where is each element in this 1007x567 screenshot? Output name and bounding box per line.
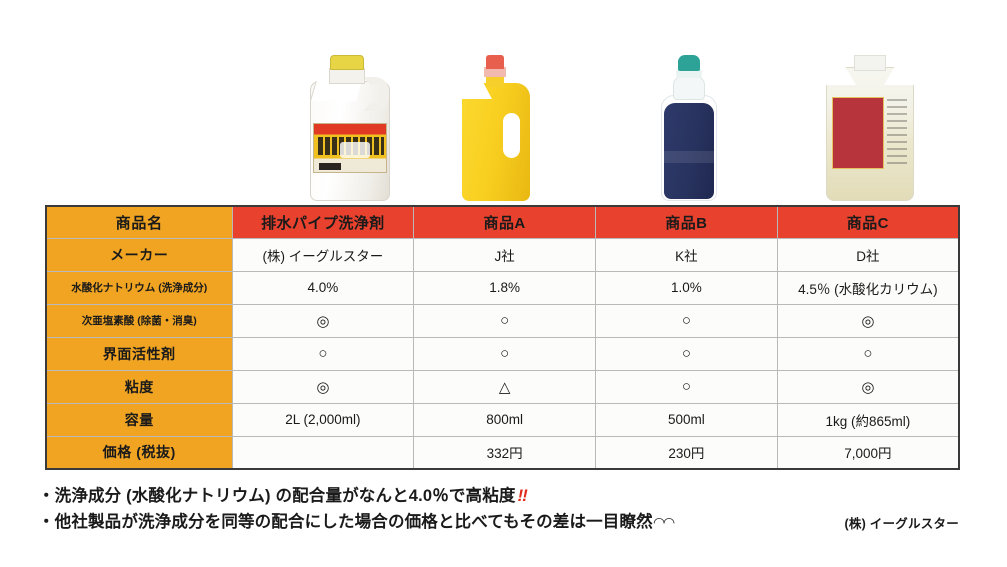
footnote-line-2-text: ・他社製品が洗浄成分を同等の配合にした場合の価格と比べてもその差は一目瞭然 [38,512,653,531]
cell-viscosity-1: △ [413,369,596,404]
table-row: 水酸化ナトリウム (洗浄成分) 4.0% 1.8% 1.0% 4.5％ (水酸化… [45,270,960,305]
table-row: 価格 (税抜) 332円 230円 7,000円 [45,435,960,470]
footnote-line-2: ・他社製品が洗浄成分を同等の配合にした場合の価格と比べてもその差は一目瞭然◠◠ [38,510,798,536]
cell-hypochlorous-acid-2: ○ [595,303,778,338]
header-product-3: 商品C [776,205,960,239]
row-label-surfactant: 界面活性剤 [45,336,233,371]
table-row: 次亜塩素酸 (除菌・消臭) ◎ ○ ○ ◎ [45,303,960,338]
cell-sodium-hydroxide-1: 1.8% [413,270,596,305]
cell-price-3: 7,000円 [776,435,960,470]
cell-maker-2: K社 [595,237,778,272]
cell-surfactant-3: ○ [776,336,960,371]
row-label-volume: 容量 [45,402,233,437]
clear-bottle-red-label-icon [815,55,925,201]
table-row: 界面活性剤 ○ ○ ○ ○ [45,336,960,371]
cell-price-2: 230円 [595,435,778,470]
eyes-icon: ◠◠ [653,513,675,530]
header-product-0: 排水パイプ洗浄剤 [231,205,415,239]
cell-maker-1: J社 [413,237,596,272]
product-photo-0: 排水パイプ洗浄剤 [306,55,394,205]
row-label-hypochlorous-acid: 次亜塩素酸 (除菌・消臭) [45,303,233,338]
cell-maker-3: D社 [776,237,960,272]
header-product-1: 商品A [413,205,596,239]
cell-sodium-hydroxide-3: 4.5％ (水酸化カリウム) [776,270,960,305]
cell-price-1: 332円 [413,435,596,470]
cell-maker-0: (株) イーグルスター [231,237,415,272]
navy-bottle-teal-cap-icon [660,55,718,201]
footnote-line-1: ・洗浄成分 (水酸化ナトリウム) の配合量がなんと4.0％で高粘度 ‼ [38,483,798,510]
white-jug-yellow-cap-icon [306,55,394,201]
row-label-viscosity: 粘度 [45,369,233,404]
cell-viscosity-2: ○ [595,369,778,404]
table-row: 容量 2L (2,000ml) 800ml 500ml 1kg (約865ml) [45,402,960,437]
row-label-price: 価格 (税抜) [45,435,233,470]
company-signature: (株) イーグルスター [844,517,959,531]
cell-hypochlorous-acid-1: ○ [413,303,596,338]
row-label-sodium-hydroxide: 水酸化ナトリウム (洗浄成分) [45,270,233,305]
header-product-2: 商品B [595,205,778,239]
product-photo-3: 商品C [815,55,925,205]
cell-viscosity-0: ◎ [231,369,415,404]
product-photo-2: 商品B [660,55,718,205]
product-photo-1: 商品A [453,55,530,205]
cell-hypochlorous-acid-3: ◎ [776,303,960,338]
table-row: メーカー (株) イーグルスター J社 K社 D社 [45,237,960,272]
double-exclamation-icon: ‼ [517,486,528,505]
cell-sodium-hydroxide-2: 1.0% [595,270,778,305]
cell-viscosity-3: ◎ [776,369,960,404]
cell-sodium-hydroxide-0: 4.0% [231,270,415,305]
header-corner-label: 商品名 [45,205,233,239]
cell-surfactant-0: ○ [231,336,415,371]
footnote-line-1-text: ・洗浄成分 (水酸化ナトリウム) の配合量がなんと4.0％で高粘度 [38,487,516,505]
cell-volume-3: 1kg (約865ml) [776,402,960,437]
cell-surfactant-2: ○ [595,336,778,371]
cell-volume-0: 2L (2,000ml) [231,402,415,437]
cell-price-0 [231,435,415,470]
table-row: 粘度 ◎ △ ○ ◎ [45,369,960,404]
yellow-bottle-red-cap-icon [453,55,530,201]
cell-surfactant-1: ○ [413,336,596,371]
footnotes: ・洗浄成分 (水酸化ナトリウム) の配合量がなんと4.0％で高粘度 ‼ ・他社製品… [38,483,798,535]
cell-volume-1: 800ml [413,402,596,437]
cell-volume-2: 500ml [595,402,778,437]
product-comparison-table: 商品名 排水パイプ洗浄剤 商品A 商品B 商品C メーカー (株) イーグルスタ… [45,205,960,470]
product-photo-strip: 排水パイプ洗浄剤 商品A 商品B [45,50,960,205]
table-header-row: 商品名 排水パイプ洗浄剤 商品A 商品B 商品C [45,205,960,239]
cell-hypochlorous-acid-0: ◎ [231,303,415,338]
row-label-maker: メーカー [45,237,233,272]
